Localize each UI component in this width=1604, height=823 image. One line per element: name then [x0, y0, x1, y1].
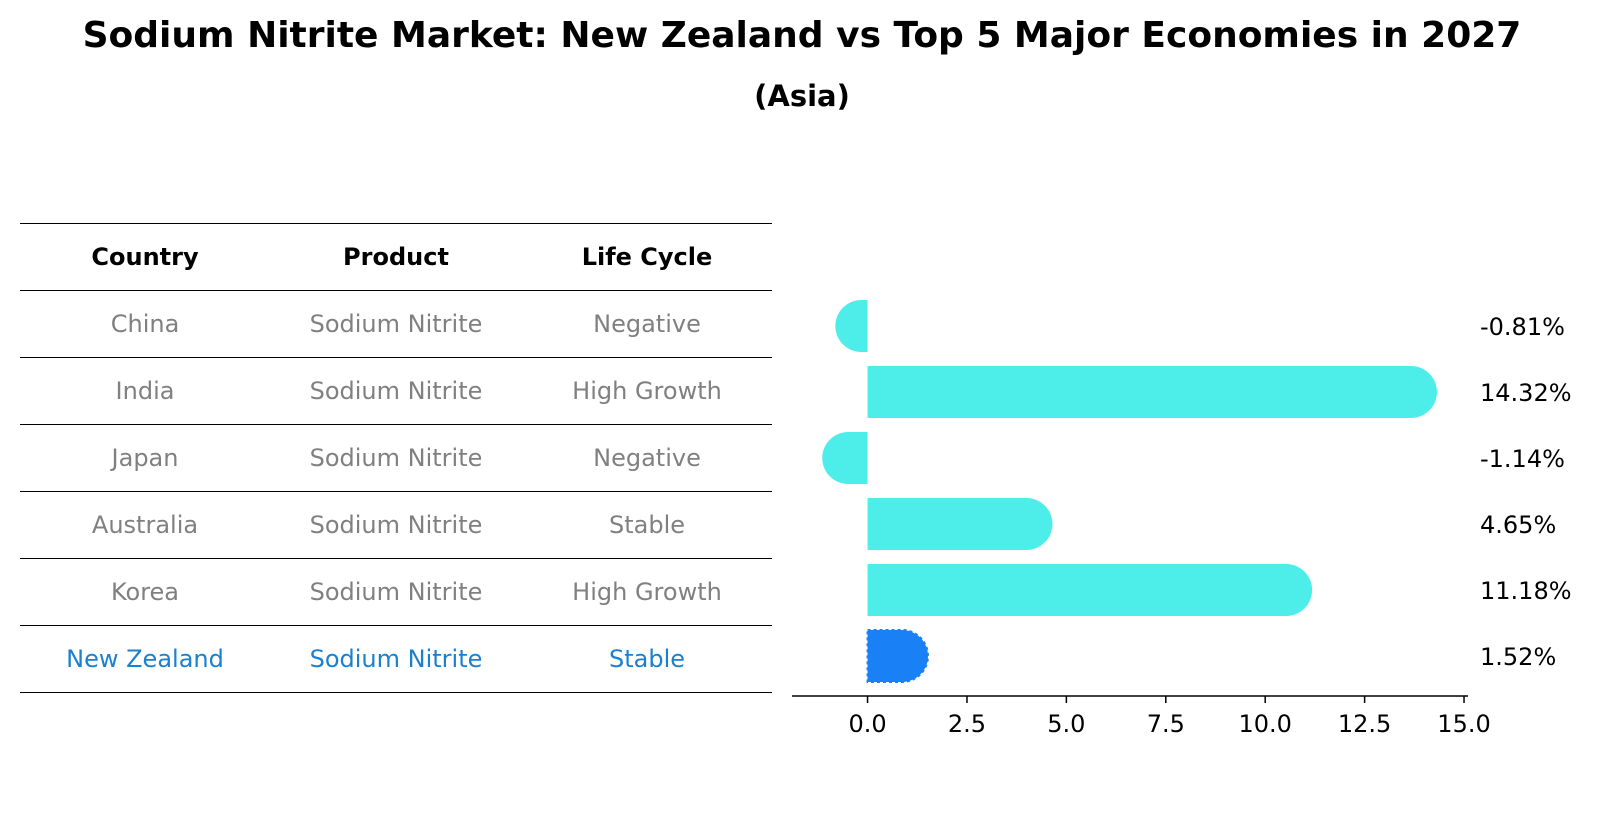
- chart-subtitle: (Asia): [754, 79, 850, 113]
- x-tick-label: 2.5: [948, 710, 986, 738]
- bar-highlighted: [866, 629, 929, 683]
- chart-title: Sodium Nitrite Market: New Zealand vs To…: [82, 15, 1522, 56]
- x-tick-label: 5.0: [1047, 710, 1085, 738]
- x-tick-label: 7.5: [1147, 710, 1185, 738]
- cell-product: Sodium Nitrite: [309, 377, 483, 405]
- table-row-highlighted: New Zealand Sodium Nitrite Stable: [20, 625, 772, 693]
- cell-life-cycle: Negative: [593, 444, 701, 472]
- data-table: Country Product Life Cycle China Sodium …: [20, 223, 772, 693]
- cell-life-cycle: Stable: [608, 511, 686, 539]
- table-row: Australia Sodium Nitrite Stable: [20, 491, 772, 558]
- table-header-row: Country Product Life Cycle: [20, 223, 772, 290]
- bar: [867, 366, 1437, 418]
- table-row: Korea Sodium Nitrite High Growth: [20, 558, 772, 625]
- cell-product: Sodium Nitrite: [309, 444, 483, 472]
- cell-country: India: [115, 377, 175, 405]
- value-label: 4.65%: [1480, 511, 1556, 539]
- bar: [867, 498, 1053, 550]
- table-row: China Sodium Nitrite Negative: [20, 290, 772, 357]
- cell-product: Sodium Nitrite: [309, 310, 483, 338]
- cell-country: Japan: [111, 444, 179, 472]
- column-header-life-cycle: Life Cycle: [581, 243, 713, 271]
- table-row: India Sodium Nitrite High Growth: [20, 357, 772, 424]
- cell-country: New Zealand: [66, 645, 224, 673]
- cell-country: Australia: [91, 511, 199, 539]
- value-label: -1.14%: [1480, 445, 1565, 473]
- bar: [867, 564, 1313, 616]
- cell-product: Sodium Nitrite: [309, 578, 483, 606]
- cell-country: Korea: [110, 578, 180, 606]
- x-tick-label: 12.5: [1338, 710, 1391, 738]
- x-tick-label: 0.0: [848, 710, 886, 738]
- value-label: 14.32%: [1480, 379, 1572, 407]
- cell-product: Sodium Nitrite: [309, 511, 483, 539]
- cell-product: Sodium Nitrite: [309, 645, 483, 673]
- cell-life-cycle: High Growth: [572, 578, 722, 606]
- value-label: -0.81%: [1480, 313, 1565, 341]
- column-header-country: Country: [91, 243, 199, 271]
- bar: [822, 432, 868, 484]
- value-label: 1.52%: [1480, 643, 1556, 671]
- x-tick-label: 15.0: [1437, 710, 1490, 738]
- value-label: 11.18%: [1480, 577, 1572, 605]
- x-tick-label: 10.0: [1238, 710, 1291, 738]
- cell-life-cycle: Negative: [593, 310, 701, 338]
- table-row: Japan Sodium Nitrite Negative: [20, 424, 772, 491]
- bar: [835, 300, 868, 352]
- cell-life-cycle: High Growth: [572, 377, 722, 405]
- cell-country: China: [110, 310, 180, 338]
- column-header-product: Product: [343, 243, 449, 271]
- cell-life-cycle: Stable: [608, 645, 686, 673]
